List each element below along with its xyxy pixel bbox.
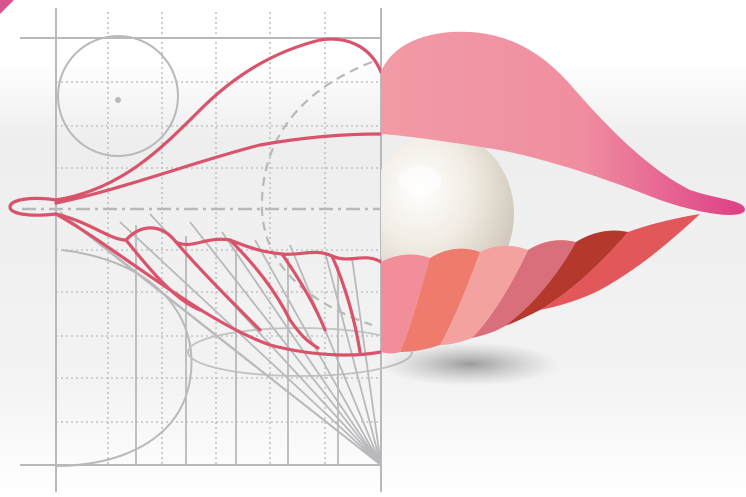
corner-accent — [0, 0, 14, 14]
lower-lip-petal-4 — [472, 240, 576, 338]
lower-lip-petal-2 — [400, 248, 480, 352]
construction-circle — [57, 35, 179, 157]
colored-lips — [381, 31, 745, 386]
upper-lip — [381, 31, 745, 215]
lower-lip-petal-3 — [440, 245, 528, 345]
lip-shadow — [381, 342, 560, 386]
construction-half-circle — [55, 249, 193, 467]
lower-lip-petal-6 — [540, 214, 700, 310]
lower-lip-petal-1 — [381, 254, 430, 354]
lip-outline-red — [8, 37, 381, 357]
lower-lip-petal-5 — [505, 230, 628, 326]
construction-arc-dashed — [260, 60, 373, 327]
